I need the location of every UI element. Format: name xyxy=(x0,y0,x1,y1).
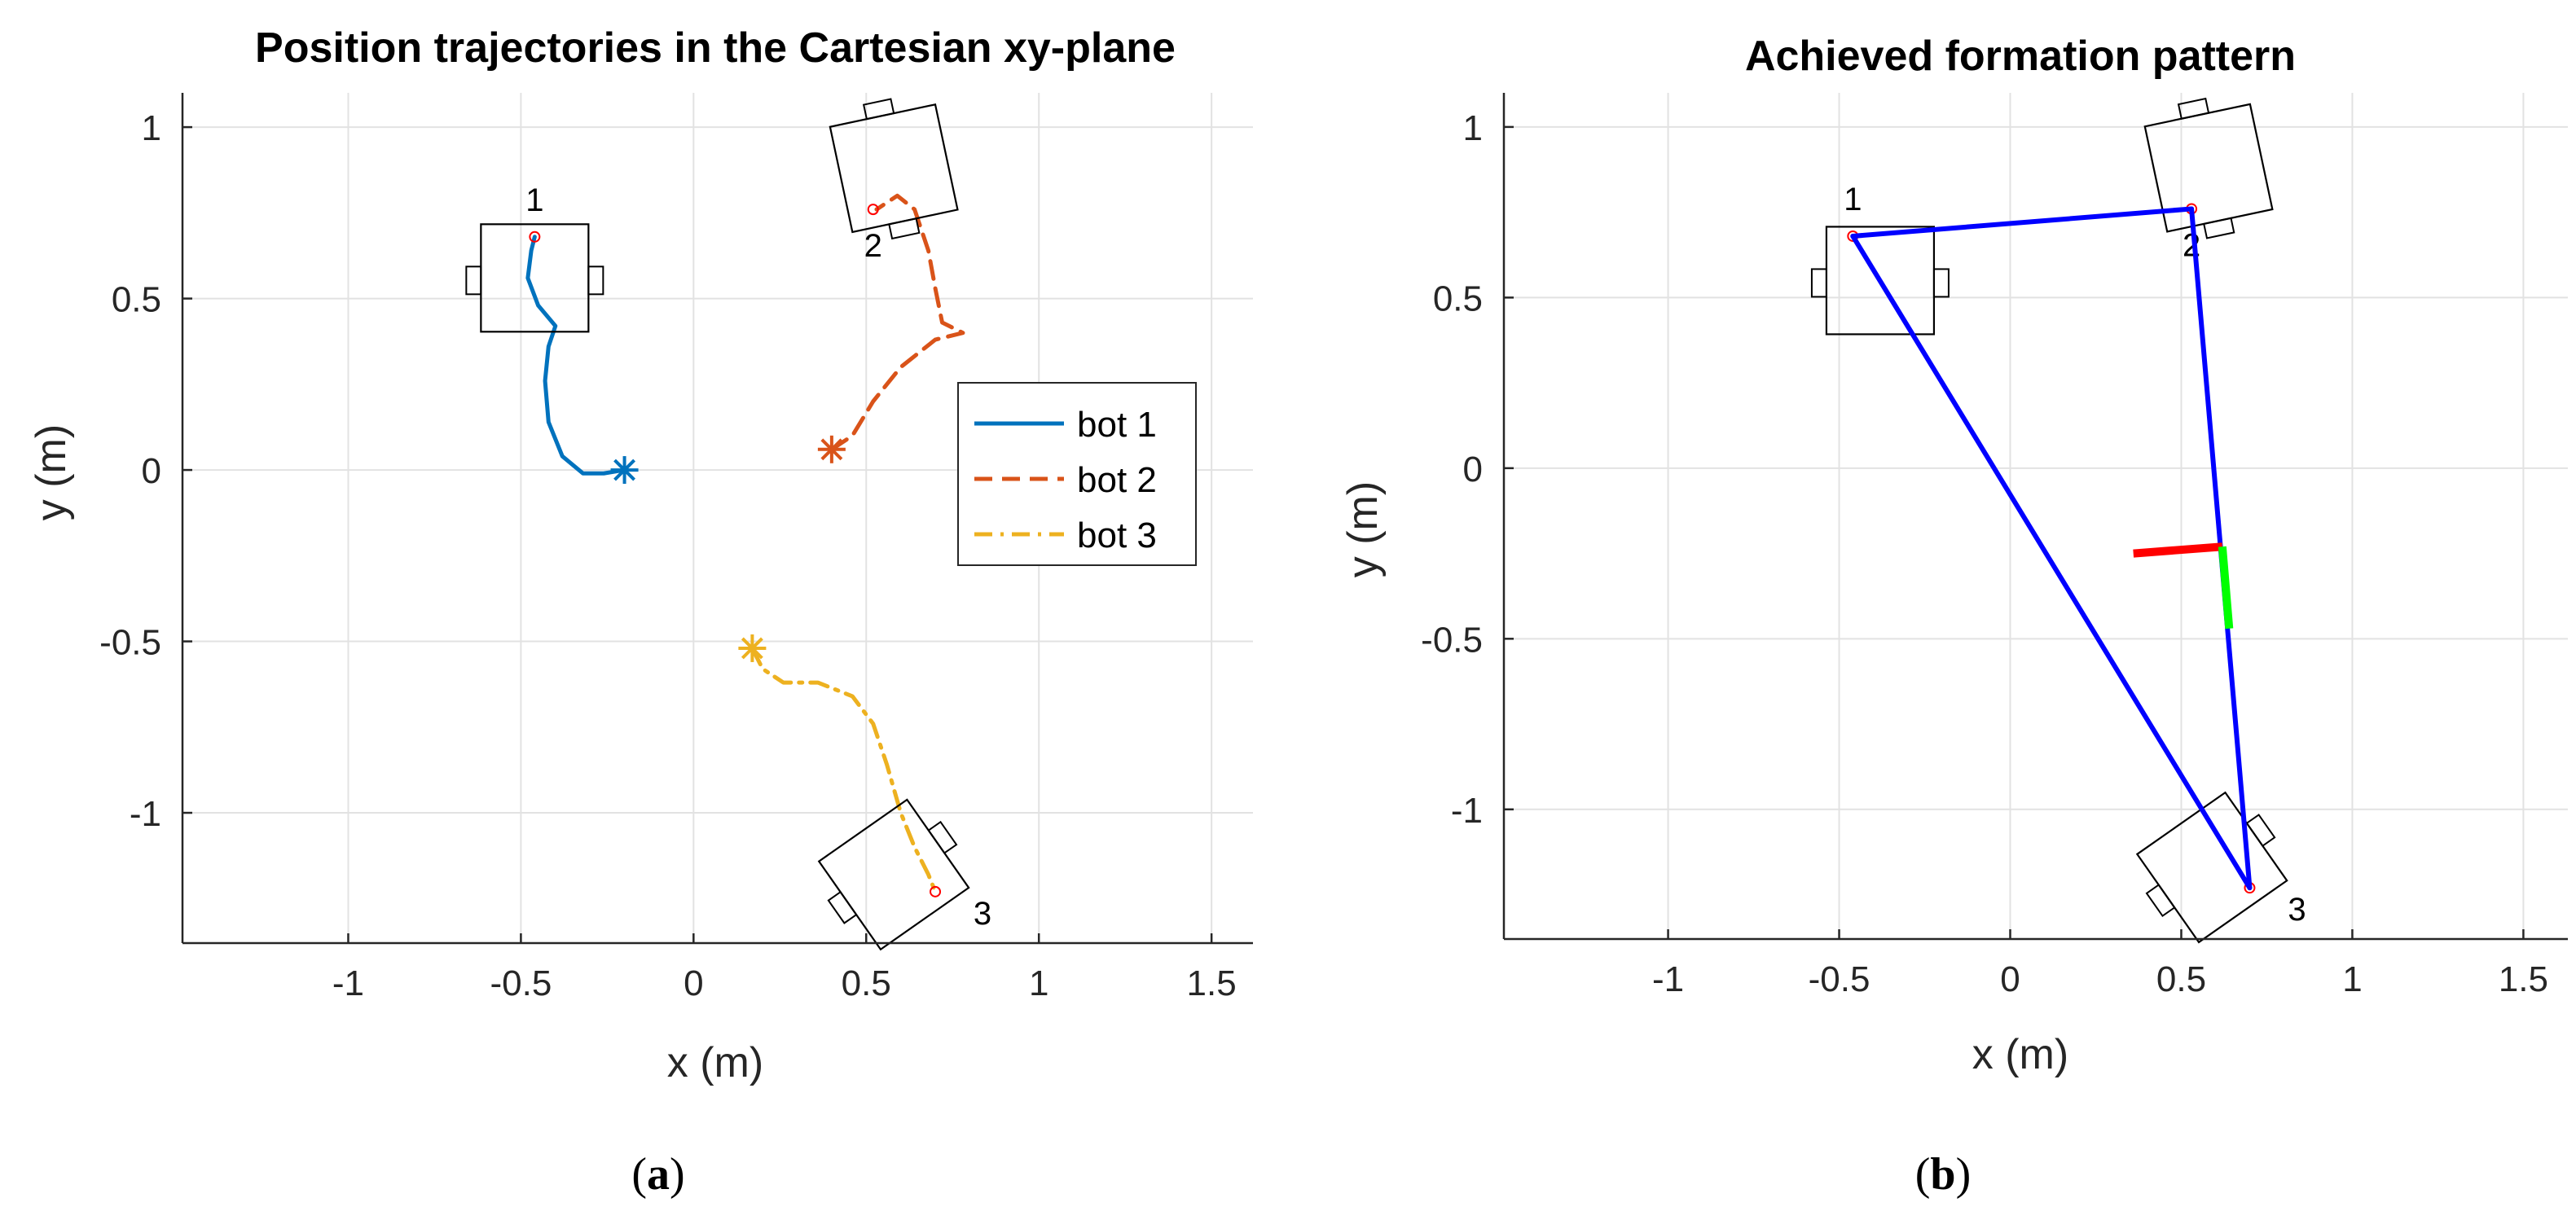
panel-b-xlabel: x (m) xyxy=(1972,1031,2068,1078)
robot-wheel-left xyxy=(465,266,482,296)
x-tick-label: -1 xyxy=(332,963,364,1003)
y-tick-label: 0 xyxy=(142,451,161,491)
y-tick-label: 0 xyxy=(1463,450,1483,489)
panel-a-ylabel: y (m) xyxy=(28,424,75,520)
start-marker-bot-3 xyxy=(738,634,767,662)
robot-2 xyxy=(829,98,959,240)
start-marker-arm xyxy=(613,459,635,481)
robot-label: 1 xyxy=(525,182,543,218)
y-tick-label: 1 xyxy=(1463,108,1483,148)
x-tick-label: 0.5 xyxy=(2156,959,2206,999)
start-marker-arm xyxy=(741,637,763,660)
centroid-x-axis xyxy=(2133,542,2223,558)
panel-b-caption: (b) xyxy=(1915,1149,1971,1200)
robot-1 xyxy=(465,223,604,333)
x-tick-label: 0 xyxy=(2000,959,2020,999)
legend-entry: bot 2 xyxy=(1077,460,1157,500)
start-marker-bot-1 xyxy=(610,456,639,485)
formation-edge xyxy=(1850,233,2253,891)
panel-b-plot: 123 xyxy=(1810,97,2306,944)
panel-b-grid xyxy=(1504,93,2568,939)
panel-a-xlabel: x (m) xyxy=(667,1039,763,1086)
robot-wheel-right xyxy=(1932,268,1950,298)
legend-entry: bot 3 xyxy=(1077,516,1157,555)
legend-box xyxy=(957,382,1197,566)
robot-wheel-left xyxy=(1810,268,1827,298)
robot-marker xyxy=(867,204,879,216)
panel-b-caption-letter: b xyxy=(1930,1149,1955,1200)
robot-wheel-left xyxy=(862,98,895,121)
y-tick-label: -0.5 xyxy=(99,623,161,663)
formation-edge xyxy=(1850,206,2195,239)
robot-wheel-left xyxy=(927,820,958,854)
x-tick-label: -1 xyxy=(1652,959,1684,999)
legend-entry: bot 1 xyxy=(1077,405,1157,445)
series-bot-3 xyxy=(750,646,938,894)
centroid-y-axis xyxy=(2218,546,2234,630)
y-tick-label: -0.5 xyxy=(1421,620,1483,660)
start-marker-bot-2 xyxy=(817,435,846,463)
x-tick-label: 0.5 xyxy=(842,963,891,1003)
robot-2 xyxy=(2143,97,2274,239)
x-tick-label: 1.5 xyxy=(2499,959,2548,999)
robot-marker xyxy=(529,230,541,243)
panel-a-caption-letter: a xyxy=(647,1149,670,1200)
robot-marker xyxy=(930,885,942,897)
y-tick-label: -1 xyxy=(130,794,161,834)
panel-a-caption: (a) xyxy=(631,1149,684,1200)
robot-1 xyxy=(1810,226,1950,336)
plot-background xyxy=(1504,93,2568,939)
x-tick-label: 1 xyxy=(2342,959,2362,999)
panel-a-legend: bot 1 bot 2 bot 3 xyxy=(957,382,1197,566)
robot-wheel-left xyxy=(2245,814,2276,848)
robot-label: 1 xyxy=(1844,182,1862,217)
series-bot-1 xyxy=(525,235,627,476)
robot-wheel-right xyxy=(2145,884,2176,918)
y-tick-label: 0.5 xyxy=(1433,279,1483,318)
series-bot-2 xyxy=(829,193,965,452)
robot-wheel-right xyxy=(587,266,604,296)
robot-3 xyxy=(2135,791,2288,944)
y-tick-label: 0.5 xyxy=(112,280,161,320)
robot-label: 3 xyxy=(974,896,991,932)
y-tick-label: 1 xyxy=(142,108,161,148)
x-tick-label: -0.5 xyxy=(490,963,552,1003)
robot-wheel-right xyxy=(2203,217,2235,239)
panel-a-plot: 1 2 3 xyxy=(465,98,991,951)
robot-3 xyxy=(817,798,970,951)
robot-wheel-right xyxy=(888,217,921,240)
robot-label: 3 xyxy=(2288,892,2306,928)
panel-b-title: Achieved formation pattern xyxy=(1745,33,2296,80)
x-tick-label: 0 xyxy=(684,963,703,1003)
panel-a-axes: -1 -0.5 0 0.5 1 1.5 -1 -0.5 0 0.5 1 xyxy=(99,93,1253,1003)
x-tick-label: -0.5 xyxy=(1809,959,1870,999)
robot-label: 2 xyxy=(864,228,882,264)
y-tick-label: -1 xyxy=(1451,791,1483,831)
robot-wheel-left xyxy=(2177,97,2210,120)
x-tick-label: 1.5 xyxy=(1187,963,1237,1003)
panel-a-title: Position trajectories in the Cartesian x… xyxy=(255,24,1176,72)
robot-wheel-right xyxy=(827,890,858,924)
panel-b: Achieved formation pattern x (m) y (m) 1… xyxy=(1339,33,2568,1200)
panel-b-axes: -1 -0.5 0 0.5 1 1.5 -1 -0.5 0 0.5 1 xyxy=(1421,93,2568,999)
start-marker-arm xyxy=(820,438,843,461)
x-tick-label: 1 xyxy=(1029,963,1048,1003)
panel-b-ylabel: y (m) xyxy=(1339,481,1387,577)
panel-a: Position trajectories in the Cartesian x… xyxy=(28,24,1253,1200)
